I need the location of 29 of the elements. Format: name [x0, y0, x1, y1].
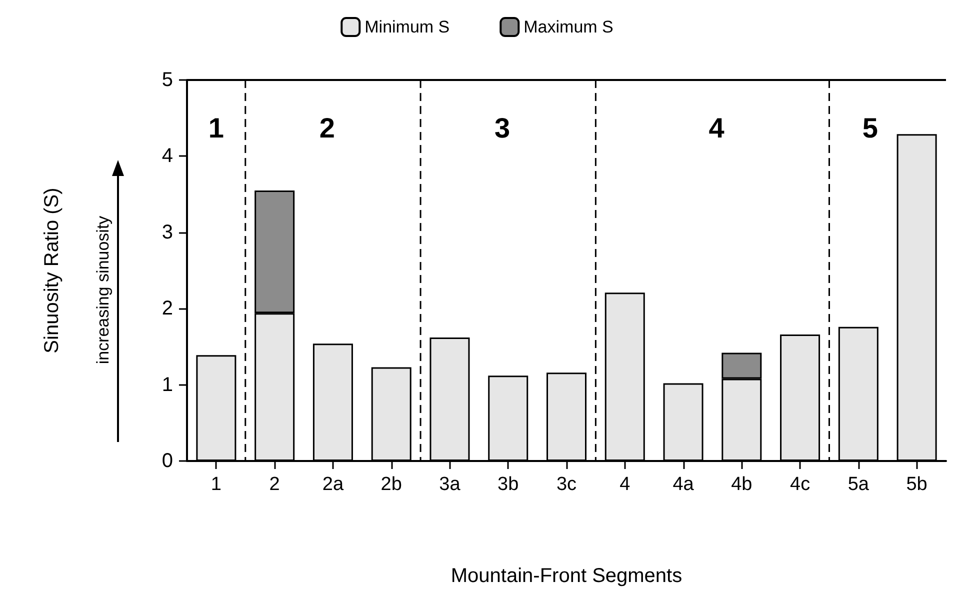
x-tick-label: 5a: [848, 474, 870, 495]
x-tick-label: 1: [210, 474, 222, 495]
y-tick-label: 5: [162, 69, 173, 91]
x-tick-label: 4c: [790, 474, 810, 495]
annotation: 5: [862, 112, 878, 144]
y-tick-label: 2: [162, 298, 173, 320]
x-tick-label: 3c: [556, 474, 577, 495]
x-tick-label: 2: [269, 474, 280, 495]
x-tick-label: 3a: [439, 474, 461, 495]
legend-label: Maximum S: [524, 18, 614, 36]
legend-label: Minimum S: [364, 18, 450, 36]
y-tick-label: 1: [162, 374, 173, 396]
x-tick-label: 2b: [380, 474, 402, 495]
x-tick-label: 4: [620, 474, 631, 495]
y-tick-label: 0: [162, 450, 173, 472]
y-axis-title: Sinuosity Ratio (S): [41, 188, 63, 354]
annotation: 4: [708, 112, 725, 144]
x-axis-title: Mountain-Front Segments: [450, 565, 682, 587]
y-tick-label: 4: [162, 145, 173, 168]
y-tick-label: 3: [162, 221, 173, 244]
annotation: 3: [494, 112, 510, 144]
annotation: 1: [208, 112, 224, 144]
x-tick-label: 4b: [731, 474, 752, 495]
x-tick-label: 3b: [498, 474, 519, 495]
x-tick-label: 2a: [322, 474, 344, 495]
x-tick-label: 5b: [906, 474, 928, 495]
text: increasing sinuosity: [94, 215, 112, 364]
annotation: 2: [319, 112, 335, 144]
x-tick-label: 4a: [672, 474, 694, 495]
